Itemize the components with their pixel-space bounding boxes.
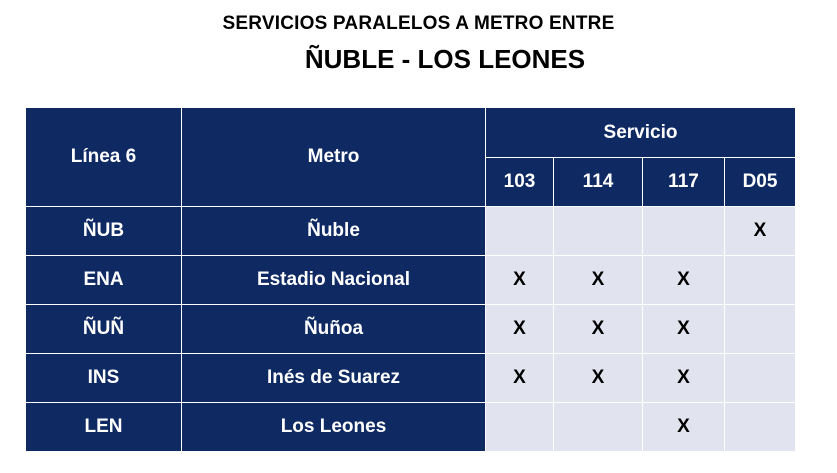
- header-metro: Metro: [181, 107, 486, 207]
- service-mark: X: [642, 402, 725, 452]
- service-mark: X: [485, 304, 554, 354]
- table-row: ENA Estadio Nacional X X X: [25, 255, 796, 305]
- service-mark: X: [642, 304, 725, 354]
- station-code: ENA: [25, 255, 182, 305]
- service-mark: [724, 353, 796, 403]
- service-mark: X: [553, 304, 643, 354]
- station-code: ÑUÑ: [25, 304, 182, 354]
- service-mark: X: [485, 255, 554, 305]
- header-service-114: 114: [553, 157, 643, 207]
- service-mark: X: [642, 255, 725, 305]
- station-code: INS: [25, 353, 182, 403]
- header-service-117: 117: [642, 157, 725, 207]
- service-mark: [724, 255, 796, 305]
- service-mark: [485, 206, 554, 256]
- service-mark: X: [642, 353, 725, 403]
- service-mark: [642, 206, 725, 256]
- station-code: ÑUB: [25, 206, 182, 256]
- header-service-103: 103: [485, 157, 554, 207]
- service-mark: [553, 206, 643, 256]
- table-row: ÑUB Ñuble X: [25, 206, 796, 256]
- table-row: LEN Los Leones X: [25, 402, 796, 452]
- header-linea: Línea 6: [25, 107, 182, 207]
- services-table: Línea 6 Metro Servicio 103 114 117 D05 Ñ…: [25, 107, 796, 452]
- station-name: Inés de Suarez: [181, 353, 486, 403]
- service-mark: [485, 402, 554, 452]
- table-row: ÑUÑ Ñuñoa X X X: [25, 304, 796, 354]
- station-name: Ñuñoa: [181, 304, 486, 354]
- service-mark: X: [724, 206, 796, 256]
- service-mark: X: [553, 255, 643, 305]
- title-line-2: ÑUBLE - LOS LEONES: [304, 44, 586, 74]
- station-name: Estadio Nacional: [181, 255, 486, 305]
- service-mark: X: [553, 353, 643, 403]
- station-name: Ñuble: [181, 206, 486, 256]
- header-servicio: Servicio: [485, 107, 796, 158]
- station-code: LEN: [25, 402, 182, 452]
- station-name: Los Leones: [181, 402, 486, 452]
- service-mark: [553, 402, 643, 452]
- table-row: INS Inés de Suarez X X X: [25, 353, 796, 403]
- service-mark: X: [485, 353, 554, 403]
- title-line-1: SERVICIOS PARALELOS A METRO ENTRE: [222, 13, 615, 34]
- service-mark: [724, 402, 796, 452]
- header-service-d05: D05: [724, 157, 796, 207]
- service-mark: [724, 304, 796, 354]
